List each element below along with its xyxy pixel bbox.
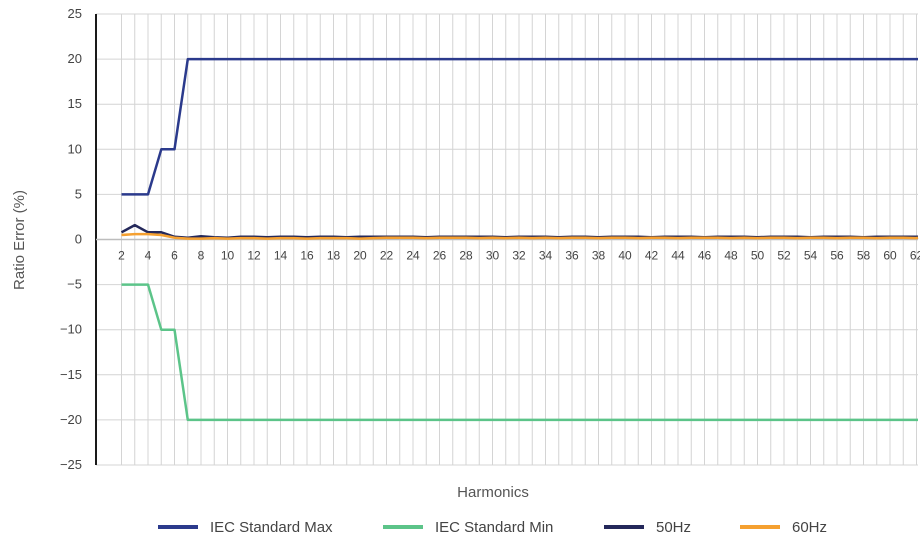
x-tick-label: 54 xyxy=(804,249,818,263)
x-tick-labels: 2 4 6 8 10 12 14 16 18 20 22 24 26 28 30 32 34 36 38 40 42 44… xyxy=(118,249,920,263)
x-tick-label: 36 xyxy=(565,249,579,263)
x-tick-label: 34 xyxy=(539,249,553,263)
series-line-60hz xyxy=(121,232,919,240)
x-tick-label: 58 xyxy=(857,249,871,263)
x-tick-label: 22 xyxy=(380,249,394,263)
x-tick-label: 8 xyxy=(198,249,205,263)
y-axis-label: Ratio Error (%) xyxy=(11,190,28,290)
legend-label: 50Hz xyxy=(656,519,691,536)
y-tick-label: −15 xyxy=(60,367,82,382)
x-tick-label: 32 xyxy=(512,249,526,263)
x-tick-label: 48 xyxy=(724,249,738,263)
x-tick-label: 12 xyxy=(247,249,261,263)
x-tick-label: 24 xyxy=(406,249,420,263)
x-tick-label: 46 xyxy=(698,249,712,263)
y-tick-label: −10 xyxy=(60,322,82,337)
y-tick-label: 10 xyxy=(68,141,82,156)
x-tick-label: 6 xyxy=(171,249,178,263)
y-tick-label: −25 xyxy=(60,457,82,472)
series-lines xyxy=(120,57,919,422)
x-tick-label: 26 xyxy=(433,249,447,263)
x-tick-label: 30 xyxy=(486,249,500,263)
series-line-iec-standard-min xyxy=(121,283,918,422)
x-tick-label: 16 xyxy=(300,249,314,263)
x-tick-label: 40 xyxy=(618,249,632,263)
x-tick-label: 60 xyxy=(883,249,897,263)
x-tick-label: 20 xyxy=(353,249,367,263)
x-tick-label: 2 xyxy=(118,249,125,263)
x-tick-label: 42 xyxy=(645,249,659,263)
y-tick-label: −5 xyxy=(67,277,82,292)
y-tick-label: 20 xyxy=(68,51,82,66)
legend-label: 60Hz xyxy=(792,519,827,536)
y-tick-label: 15 xyxy=(68,96,82,111)
y-tick-label: 0 xyxy=(75,232,82,247)
y-tick-label: −20 xyxy=(60,412,82,427)
series-line-iec-standard-max xyxy=(121,57,918,196)
x-tick-label: 38 xyxy=(592,249,606,263)
legend: IEC Standard Max IEC Standard Min 50Hz 60Hz xyxy=(158,519,827,536)
x-tick-label: 56 xyxy=(830,249,844,263)
legend-label: IEC Standard Min xyxy=(435,519,553,536)
y-tick-label: 5 xyxy=(75,186,82,201)
x-tick-label: 14 xyxy=(274,249,288,263)
x-tick-label: 52 xyxy=(777,249,791,263)
x-tick-label: 10 xyxy=(221,249,235,263)
x-tick-label: 4 xyxy=(145,249,152,263)
y-tick-label: 25 xyxy=(68,6,82,21)
x-tick-label: 62 xyxy=(910,249,920,263)
x-tick-label: 28 xyxy=(459,249,473,263)
x-tick-label: 18 xyxy=(327,249,341,263)
x-tick-label: 50 xyxy=(751,249,765,263)
legend-label: IEC Standard Max xyxy=(210,519,333,536)
y-tick-labels: 25 20 15 10 5 0 −5 −10 −15 −20 −25 xyxy=(60,6,82,472)
x-axis-label: Harmonics xyxy=(457,484,529,501)
x-tick-label: 44 xyxy=(671,249,685,263)
